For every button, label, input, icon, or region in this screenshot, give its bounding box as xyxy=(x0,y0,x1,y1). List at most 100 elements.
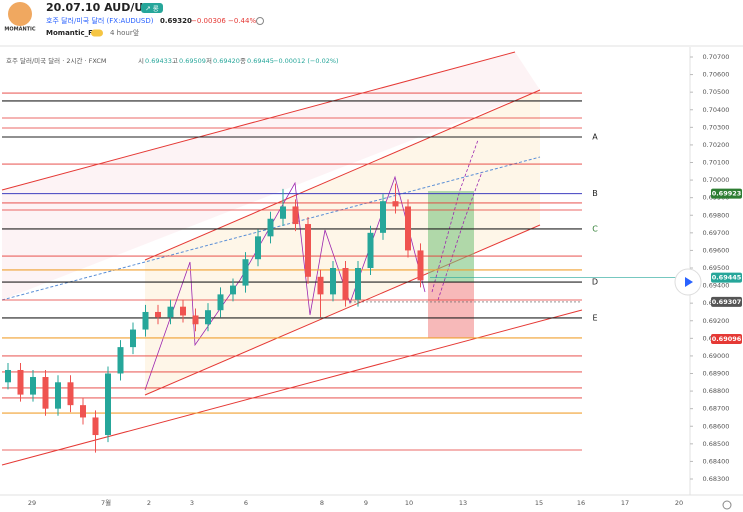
y-tick-label: 0.69800 xyxy=(703,211,730,219)
y-tick-label: 0.69200 xyxy=(703,317,730,325)
candle-body xyxy=(280,206,286,219)
candle-body xyxy=(180,306,186,316)
candle-body xyxy=(5,369,11,383)
idea-tag: ↗ 롱 xyxy=(145,5,159,13)
x-tick-label: 7월 xyxy=(101,498,111,507)
price: 0.69320 xyxy=(160,17,192,25)
legend-high-label: 고 xyxy=(172,57,178,65)
change: −0.00306 xyxy=(191,17,226,25)
position-loss xyxy=(428,282,474,338)
y-tick-label: 0.70500 xyxy=(703,88,730,96)
candle-body xyxy=(392,201,399,207)
candle-body xyxy=(17,369,24,395)
candles xyxy=(5,183,424,453)
level-label: C xyxy=(592,224,598,233)
alert-icon[interactable] xyxy=(256,17,264,25)
y-tick-label: 0.68400 xyxy=(703,457,730,465)
legend-values: 시 0.69433 고 0.69509 저 0.69420 종 0.69445 … xyxy=(138,56,339,65)
y-tick-label: 0.69500 xyxy=(703,264,730,272)
y-tick-label: 0.69600 xyxy=(703,246,730,254)
legend-name: 호주 달러/미국 달러 · 2시간 · FXCM xyxy=(6,56,107,65)
y-tick-label: 0.70200 xyxy=(703,141,730,149)
x-tick-label: 2 xyxy=(147,499,151,507)
legend-low-label: 저 xyxy=(206,56,212,65)
x-tick-label: 16 xyxy=(577,499,585,507)
projection xyxy=(431,139,479,293)
candle-body xyxy=(80,405,86,418)
logo-mark xyxy=(8,2,32,26)
y-tick-label: 0.68500 xyxy=(703,440,730,448)
x-tick-label: 8 xyxy=(320,499,324,507)
level-label: B xyxy=(592,189,598,198)
levels xyxy=(2,92,582,451)
y-tick-label: 0.70100 xyxy=(703,159,730,167)
author[interactable]: Momantic_FX xyxy=(46,29,99,37)
y-tick-label: 0.70300 xyxy=(703,123,730,131)
y-tick-label: 0.68700 xyxy=(703,405,730,413)
candle-body xyxy=(117,347,124,374)
channel-fill-inner xyxy=(145,90,540,395)
price-badge-label: 0.69445 xyxy=(712,274,742,282)
legend-low: 0.69420 xyxy=(213,57,240,65)
legend-change: −0.00012 (−0.02%) xyxy=(273,57,339,65)
price-badge xyxy=(711,272,742,283)
price-badge xyxy=(711,188,742,199)
y-tick-label: 0.70000 xyxy=(703,176,730,184)
price-badge xyxy=(711,334,742,345)
candle-body xyxy=(130,329,136,348)
candle-body xyxy=(55,382,61,409)
level-label: D xyxy=(592,278,598,287)
candle-body xyxy=(367,232,374,268)
candle-body xyxy=(342,268,349,300)
y-tick-label: 0.68300 xyxy=(703,475,730,483)
position-profit xyxy=(428,191,474,282)
candle-body xyxy=(142,311,149,330)
candle-body xyxy=(405,206,411,251)
candle-body xyxy=(267,218,274,237)
channel-fill xyxy=(2,52,540,300)
channel-line xyxy=(144,224,541,396)
legend-close-label: 종 xyxy=(240,57,246,65)
x-tick-label: 13 xyxy=(459,499,467,507)
symbol[interactable]: 호주 달러/미국 달러 (FX:AUDUSD) xyxy=(46,16,154,25)
candle-body xyxy=(355,268,361,300)
candle-body xyxy=(255,236,261,260)
price-axis: 0.68300 0.68400 0.68500 0.68600 0.68700 0.688… xyxy=(28,53,742,507)
x-tick-label: 17 xyxy=(621,499,629,507)
candle-body xyxy=(30,377,36,395)
x-tick-label: 15 xyxy=(535,499,543,507)
x-tick-label: 20 xyxy=(675,499,683,507)
price-badge-label: 0.69923 xyxy=(712,190,742,198)
y-tick-label: 0.70400 xyxy=(703,106,730,114)
trend-line xyxy=(1,156,541,301)
settings-icon[interactable] xyxy=(722,500,732,510)
price-badge-label: 0.69096 xyxy=(712,335,742,343)
candle-body xyxy=(305,224,311,277)
play-icon xyxy=(685,277,693,287)
y-tick-label: 0.68800 xyxy=(703,387,730,395)
candle-body xyxy=(242,259,249,286)
candle-body xyxy=(42,377,49,409)
y-tick-label: 0.69400 xyxy=(703,282,730,290)
candle-body xyxy=(192,315,199,325)
x-tick-label: 10 xyxy=(405,499,413,507)
y-tick-label: 0.70600 xyxy=(703,71,730,79)
y-tick-label: 0.70700 xyxy=(703,53,730,61)
candle-body xyxy=(67,382,74,406)
candle-body xyxy=(292,206,299,225)
idea-title: 20.07.10 AUD/USD xyxy=(46,1,160,14)
x-tick-label: 29 xyxy=(28,499,36,507)
projection xyxy=(437,171,483,301)
level-label: E xyxy=(592,313,597,322)
candle-body xyxy=(380,201,386,233)
channel-line xyxy=(1,309,583,466)
idea-tag-bg xyxy=(141,3,163,13)
overlay: A B C D E xyxy=(350,133,690,322)
x-tick-label: 3 xyxy=(190,499,194,507)
candle-body xyxy=(230,285,236,295)
pro-badge xyxy=(91,29,103,37)
candle-body xyxy=(317,276,324,295)
drawings xyxy=(1,51,583,466)
candle-body xyxy=(217,294,224,311)
y-tick-label: 0.69700 xyxy=(703,229,730,237)
